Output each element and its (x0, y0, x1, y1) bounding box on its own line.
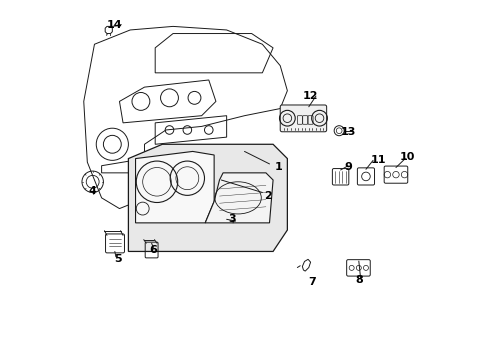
Text: 1: 1 (274, 162, 282, 172)
Text: 9: 9 (344, 162, 351, 172)
Polygon shape (135, 152, 214, 223)
Text: 3: 3 (228, 214, 235, 224)
Text: 2: 2 (264, 191, 271, 201)
Text: 4: 4 (88, 186, 97, 196)
Text: 10: 10 (399, 152, 414, 162)
Text: 8: 8 (354, 275, 362, 285)
Text: 7: 7 (308, 277, 316, 287)
Text: 14: 14 (106, 19, 122, 30)
Text: 13: 13 (340, 127, 355, 137)
Polygon shape (205, 173, 272, 223)
Text: 6: 6 (149, 245, 157, 255)
FancyBboxPatch shape (280, 105, 326, 132)
Text: 12: 12 (302, 91, 318, 101)
Text: 5: 5 (114, 253, 121, 264)
Polygon shape (128, 144, 287, 251)
Text: 11: 11 (370, 156, 386, 165)
